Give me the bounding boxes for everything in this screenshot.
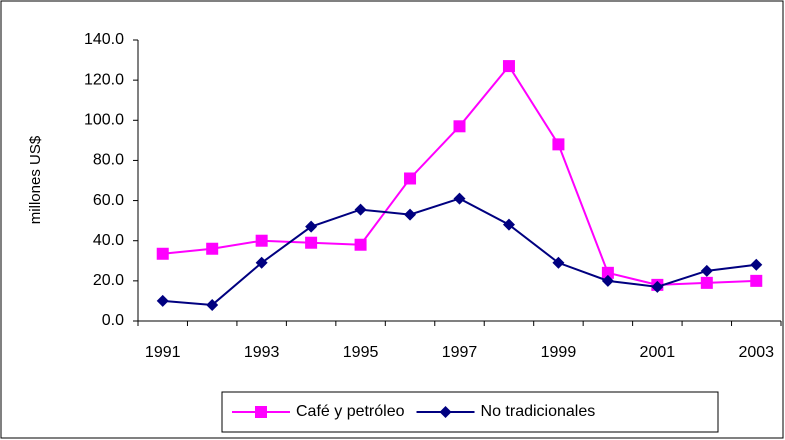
point <box>305 220 318 233</box>
point <box>156 247 169 260</box>
x-tick-label: 1997 <box>442 344 478 361</box>
point <box>206 242 219 255</box>
y-tick-label: 100.0 <box>84 112 124 129</box>
point <box>651 280 664 293</box>
point <box>453 120 466 133</box>
point <box>453 192 466 205</box>
point <box>601 274 614 287</box>
y-tick-label: 20.0 <box>93 272 124 289</box>
x-tick-label: 1993 <box>244 344 280 361</box>
point <box>502 218 515 231</box>
y-tick-label: 60.0 <box>93 192 124 209</box>
point <box>502 60 515 73</box>
point <box>700 276 713 289</box>
legend: Café y petróleo No tradicionales <box>221 391 719 433</box>
point <box>156 294 169 307</box>
x-tick-label: 2001 <box>640 344 676 361</box>
y-tick-label: 40.0 <box>93 232 124 249</box>
legend-marker <box>439 406 452 418</box>
y-tick-label: 120.0 <box>84 71 124 88</box>
point <box>255 256 268 269</box>
point <box>206 298 219 311</box>
point <box>404 172 417 185</box>
legend-label: No tradicionales <box>481 403 596 420</box>
point <box>700 264 713 277</box>
point <box>750 274 763 287</box>
x-tick-label: 1995 <box>343 344 379 361</box>
y-tick-label: 0.0 <box>102 312 124 329</box>
legend-marker <box>255 406 267 418</box>
x-tick-label: 1999 <box>541 344 577 361</box>
point <box>354 203 367 216</box>
point <box>255 234 268 247</box>
point <box>305 236 318 249</box>
y-tick-label: 140.0 <box>84 31 124 48</box>
point <box>354 238 367 251</box>
y-axis-label: millones US$ <box>27 135 44 224</box>
legend-label: Café y petróleo <box>296 403 405 420</box>
point <box>750 258 763 271</box>
point <box>404 208 417 221</box>
point <box>601 266 614 279</box>
y-tick-label: 80.0 <box>93 152 124 169</box>
point <box>552 138 565 151</box>
x-tick-label: 2003 <box>738 344 774 361</box>
point <box>552 256 565 269</box>
x-tick-label: 1991 <box>145 344 181 361</box>
